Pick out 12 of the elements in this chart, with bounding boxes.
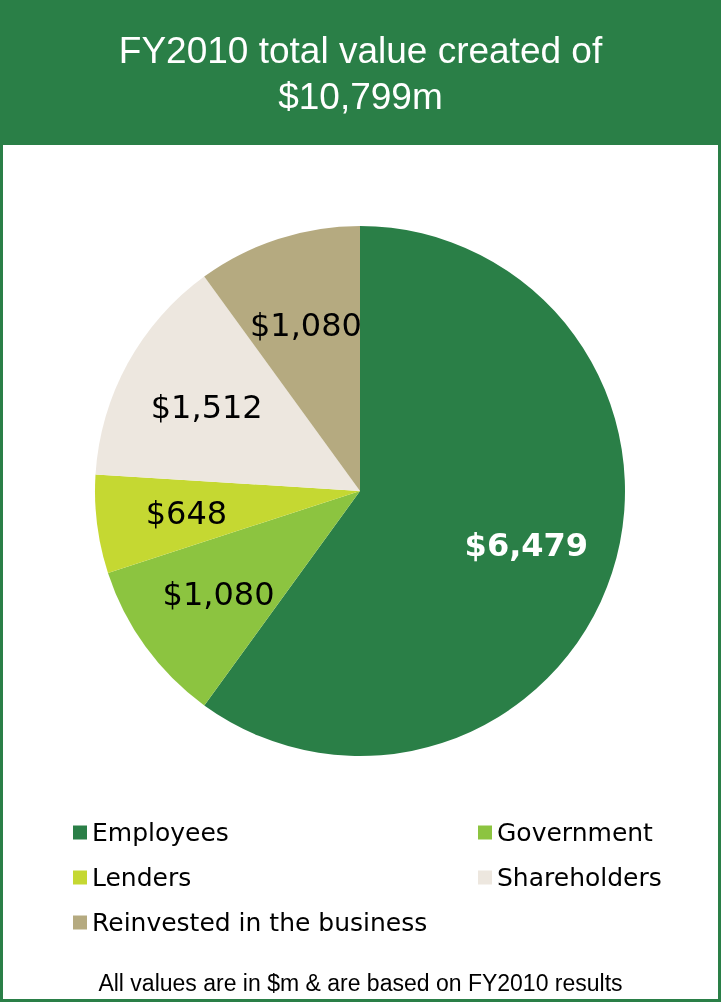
legend-label: Employees <box>92 818 229 847</box>
legend-label: Shareholders <box>497 863 662 892</box>
data-label: $6,479 <box>464 526 589 565</box>
data-label: $648 <box>145 493 228 532</box>
data-label: $1,080 <box>249 305 362 344</box>
data-label: $1,080 <box>162 574 275 613</box>
legend-label: Reinvested in the business <box>92 908 428 937</box>
text: All values are in $m & are based on FY2010 results <box>97 970 624 997</box>
data-label: $1,512 <box>150 387 263 426</box>
legend-label: Government <box>497 818 654 847</box>
chart-title: FY2010 total value created of $10,799m <box>3 3 718 145</box>
legend-label: Lenders <box>92 863 192 892</box>
